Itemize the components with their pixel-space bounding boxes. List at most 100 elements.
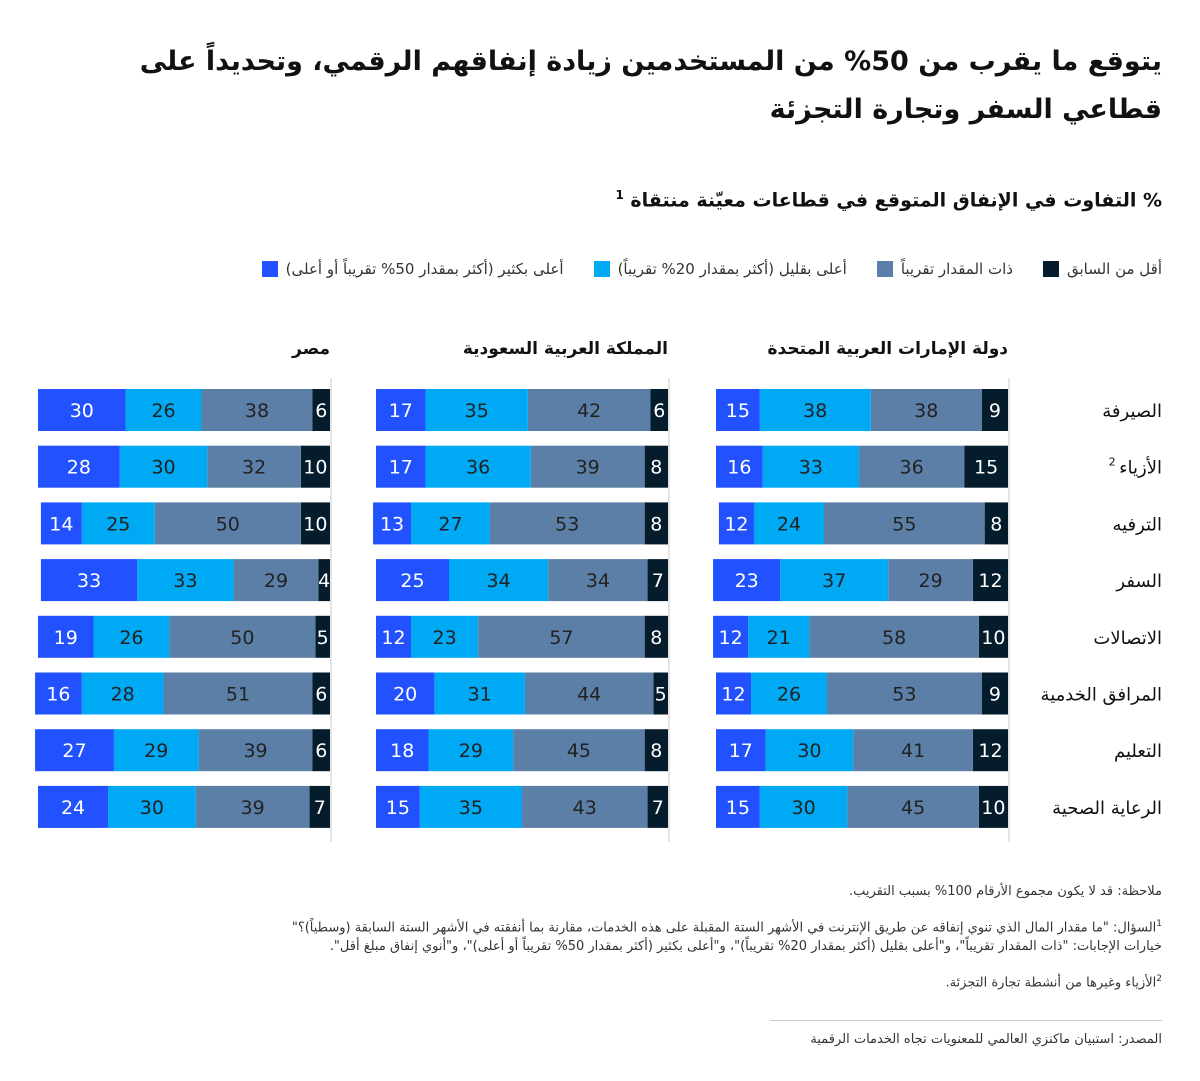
bar-segment: [163, 672, 313, 715]
bar-segment: [489, 502, 645, 545]
bar-value-label: 4: [318, 570, 330, 592]
bar-segment: [38, 445, 120, 488]
bar-segment: [312, 389, 330, 431]
bar-value-label: 6: [315, 740, 327, 762]
bar-segment: [716, 445, 763, 488]
bar-value-label: 19: [54, 627, 78, 649]
bar-value-label: 17: [389, 400, 413, 422]
bar-segment: [35, 729, 114, 772]
note-rounding: ملاحظة: قد لا يكون مجموع الأرقام 100% بس…: [848, 884, 1162, 899]
notes: ملاحظة: قد لا يكون مجموع الأرقام 100% بس…: [32, 882, 1162, 1007]
bar-value-label: 32: [242, 457, 266, 479]
bar-segment: [765, 729, 854, 772]
bar-segment: [411, 615, 479, 658]
note-question: 1السؤال: "ما مقدار المال الذي تنوي إنفاق…: [32, 915, 1162, 956]
panel-title: المملكة العربية السعودية: [463, 339, 668, 359]
subtitle-footnote-mark: 1: [615, 188, 624, 202]
legend-swatch-slightly-higher: [593, 261, 610, 277]
bar-segment: [198, 729, 313, 772]
note-question-text: السؤال: "ما مقدار المال الذي تنوي إنفاقه…: [291, 920, 1157, 936]
bar-value-label: 6: [315, 684, 327, 706]
bar-segment: [759, 389, 871, 431]
bar-segment: [40, 502, 82, 545]
bar-segment: [762, 445, 860, 488]
bar-value-label: 26: [151, 400, 175, 422]
bar-segment: [647, 785, 668, 828]
bar-segment: [318, 559, 330, 602]
bar-value-label: 12: [719, 627, 743, 649]
bar-value-label: 29: [459, 740, 483, 762]
bar-segment: [716, 389, 760, 431]
bar-value-label: 38: [803, 400, 827, 422]
bar-value-label: 14: [49, 513, 73, 535]
bar-value-label: 6: [315, 400, 327, 422]
bar-segment: [647, 559, 668, 602]
bar-value-label: 8: [650, 513, 662, 535]
note-fashion-mark: 2: [1156, 974, 1162, 985]
bar-value-label: 24: [61, 797, 85, 819]
bar-segment: [888, 559, 973, 602]
bar-value-label: 30: [151, 457, 175, 479]
bar-segment: [376, 729, 429, 772]
bar-value-label: 8: [990, 513, 1002, 535]
bar-segment: [425, 389, 528, 431]
bar-segment: [119, 445, 208, 488]
bar-segment: [644, 729, 668, 772]
bar-segment: [972, 729, 1008, 772]
bar-value-label: 30: [140, 797, 164, 819]
bar-value-label: 34: [586, 570, 610, 592]
bar-value-label: 20: [393, 684, 417, 706]
bar-segment: [978, 615, 1008, 658]
bar-value-label: 12: [381, 627, 405, 649]
bar-segment: [478, 615, 645, 658]
bar-value-label: 31: [468, 684, 492, 706]
bar-segment: [753, 502, 825, 545]
bar-value-label: 13: [380, 513, 404, 535]
bar-value-label: 7: [314, 797, 326, 819]
bar-value-label: 53: [892, 684, 916, 706]
category-label: الاتصالات: [1093, 628, 1162, 649]
bar-value-label: 23: [433, 627, 457, 649]
bar-value-label: 28: [111, 684, 135, 706]
bar-value-label: 41: [901, 740, 925, 762]
bar-value-label: 51: [226, 684, 250, 706]
bar-segment: [650, 389, 668, 431]
bar-value-label: 33: [77, 570, 101, 592]
bar-value-label: 5: [317, 627, 329, 649]
bar-value-label: 45: [901, 797, 925, 819]
bar-value-label: 50: [216, 513, 240, 535]
note-question-mark: 1: [1156, 919, 1162, 929]
bar-value-label: 10: [303, 457, 327, 479]
bar-segment: [847, 785, 979, 828]
bar-value-label: 35: [459, 797, 483, 819]
bar-value-label: 57: [549, 627, 573, 649]
bar-value-label: 27: [438, 513, 462, 535]
bar-segment: [35, 672, 82, 715]
bar-value-label: 5: [655, 684, 667, 706]
bar-segment: [751, 672, 827, 715]
bar-value-label: 7: [652, 570, 664, 592]
bar-value-label: 12: [978, 740, 1002, 762]
bar-segment: [981, 672, 1008, 715]
bar-value-label: 15: [726, 400, 750, 422]
legend-swatch-much-higher: [261, 261, 278, 277]
bar-value-label: 24: [777, 513, 801, 535]
bar-value-label: 30: [797, 740, 821, 762]
bar-value-label: 17: [729, 740, 753, 762]
bar-value-label: 15: [386, 797, 410, 819]
bar-value-label: 36: [900, 457, 924, 479]
bar-value-label: 10: [981, 797, 1005, 819]
bar-value-label: 9: [989, 684, 1001, 706]
legend-label-much-higher: أعلى بكثير (أكثر بمقدار 50% تقريباً أو أ…: [285, 260, 564, 278]
category-label: السفر: [1115, 571, 1162, 592]
bar-value-label: 45: [567, 740, 591, 762]
bar-segment: [824, 502, 985, 545]
bar-value-label: 29: [264, 570, 288, 592]
bar-value-label: 26: [777, 684, 801, 706]
bar-segment: [713, 615, 749, 658]
bar-segment: [125, 389, 202, 431]
note-fashion-text: الأزياء وغيرها من أنشطة تجارة التجزئة.: [945, 975, 1157, 991]
bar-value-label: 34: [487, 570, 511, 592]
bar-segment: [376, 559, 449, 602]
stacked-bar-chart: الصيرفة الأزياء 2 الترفيه السفر الاتصالات الم…: [35, 339, 1162, 842]
